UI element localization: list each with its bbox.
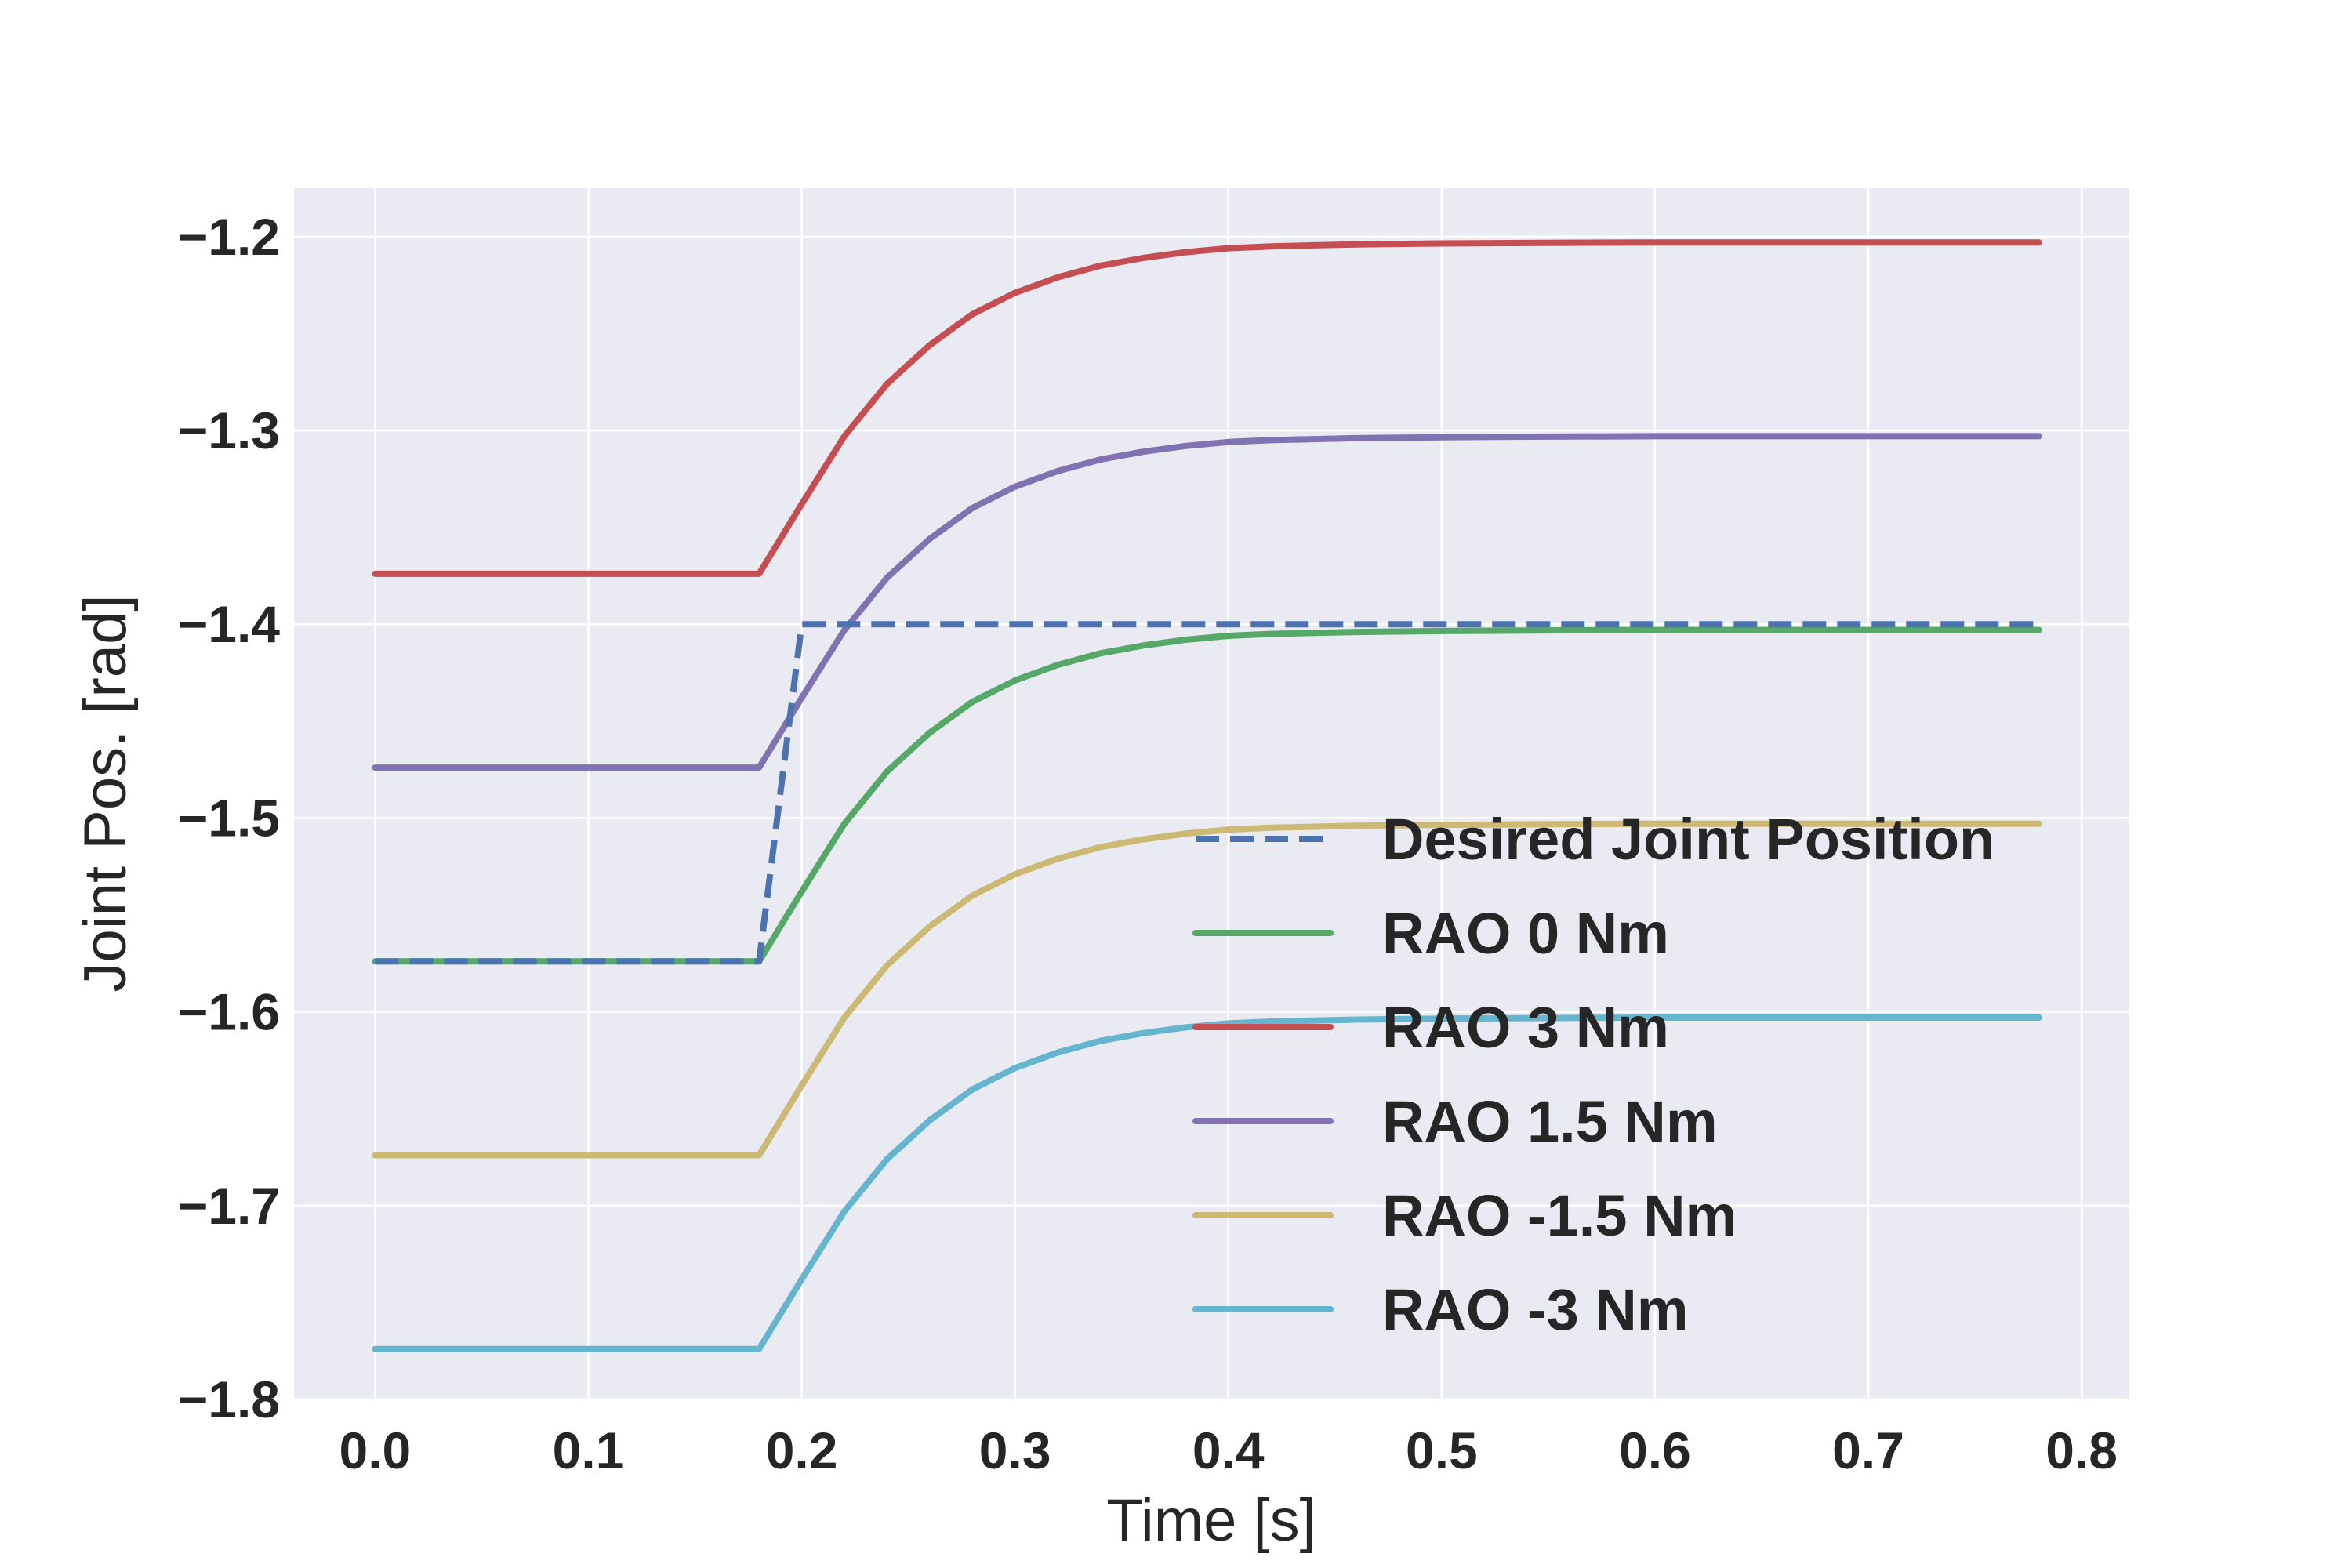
y-tick-label: −1.4 (178, 595, 281, 653)
y-tick-label: −1.2 (178, 208, 280, 266)
grid-lines (294, 188, 2129, 1401)
legend-label-3: RAO 1.5 Nm (1382, 1089, 1718, 1154)
y-tick-label: −1.6 (178, 983, 280, 1041)
series-line-1 (372, 626, 2042, 965)
series-lines (372, 239, 2042, 1352)
x-axis-label: Time [s] (1106, 1487, 1316, 1554)
legend-label-2: RAO 3 Nm (1382, 995, 1669, 1060)
y-axis-label: Joint Pos. [rad] (72, 595, 139, 993)
x-tick-label: 0.4 (1192, 1421, 1265, 1479)
y-tick-label: −1.5 (178, 789, 280, 847)
series-line-2 (372, 239, 2042, 577)
legend-label-4: RAO -1.5 Nm (1382, 1183, 1737, 1248)
x-tick-labels: 0.0 0.1 0.2 0.3 0.4 0.5 0.6 0.7 0.8 (339, 1421, 2118, 1479)
x-tick-label: 0.3 (979, 1421, 1051, 1479)
x-tick-label: 0.8 (2045, 1421, 2118, 1479)
x-tick-label: 0.0 (339, 1421, 412, 1479)
series-line-3 (372, 433, 2042, 771)
x-tick-label: 0.1 (553, 1421, 625, 1479)
y-tick-labels: −1.8 −1.7 −1.6 −1.5 −1.4 −1.3 −1.2 (178, 208, 281, 1428)
x-tick-label: 0.5 (1406, 1421, 1478, 1479)
x-tick-label: 0.2 (766, 1421, 838, 1479)
legend-label-1: RAO 0 Nm (1382, 901, 1669, 966)
y-tick-label: −1.7 (178, 1177, 280, 1235)
series-line-4 (372, 820, 2042, 1159)
series-line-0 (375, 621, 2039, 965)
legend-label-5: RAO -3 Nm (1382, 1277, 1689, 1342)
legend-label-0: Desired Joint Position (1382, 807, 1994, 872)
plot-area (294, 188, 2129, 1399)
y-tick-label: −1.8 (178, 1370, 280, 1428)
series-line-5 (372, 1014, 2042, 1352)
x-tick-label: 0.6 (1619, 1421, 1691, 1479)
legend: Desired Joint Position RAO 0 Nm RAO 3 Nm RA… (1192, 807, 1994, 1342)
x-tick-label: 0.7 (1832, 1421, 1904, 1479)
y-tick-label: −1.3 (178, 401, 280, 459)
